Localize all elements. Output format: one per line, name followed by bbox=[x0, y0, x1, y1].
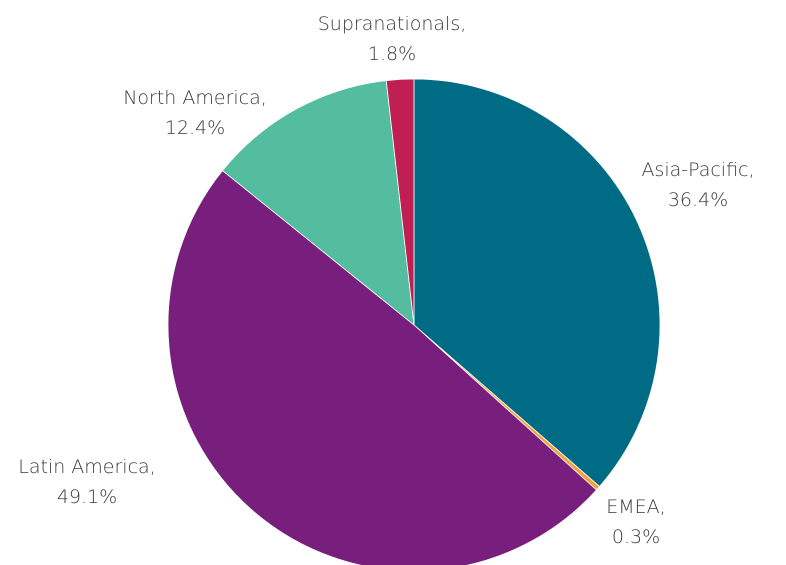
slice-latin-america bbox=[167, 170, 598, 565]
label-latin-america-name: Latin America, bbox=[18, 456, 155, 478]
pie-slices bbox=[167, 78, 661, 565]
label-latin-america-value: 49.1% bbox=[57, 486, 117, 508]
slice-asia-pacific bbox=[413, 78, 661, 488]
label-north-america-value: 12.4% bbox=[165, 117, 225, 139]
label-supranationals-name: Supranationals, bbox=[318, 13, 467, 35]
label-emea-value: 0.3% bbox=[612, 526, 660, 548]
slice-supranationals bbox=[385, 78, 415, 326]
label-supranationals-value: 1.8% bbox=[368, 43, 416, 65]
slice-labels: Asia-Pacific, 36.4% EMEA, 0.3% Latin America… bbox=[18, 13, 754, 548]
label-north-america-name: North America, bbox=[123, 87, 267, 109]
label-asia-pacific-name: Asia-Pacific, bbox=[641, 159, 754, 181]
label-emea-name: EMEA, bbox=[606, 496, 665, 518]
label-asia-pacific-value: 36.4% bbox=[668, 189, 728, 211]
slice-north-america bbox=[221, 80, 415, 326]
